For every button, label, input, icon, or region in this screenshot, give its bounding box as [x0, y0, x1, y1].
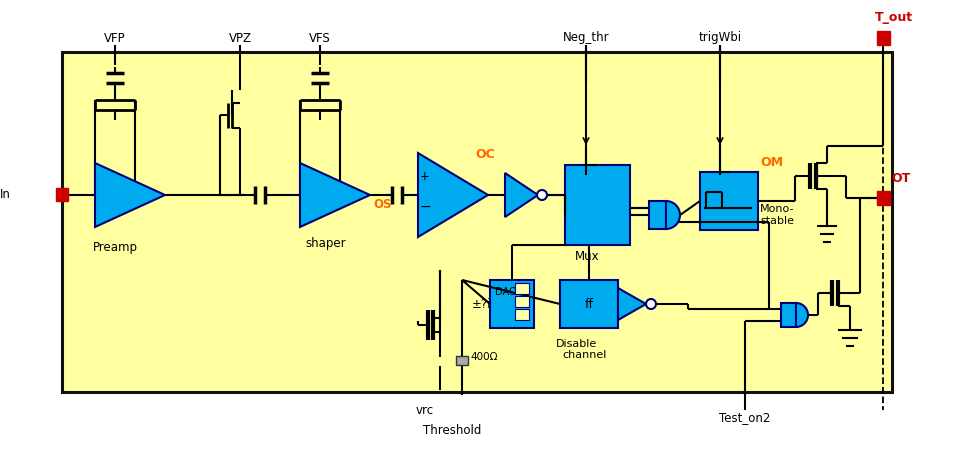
- Bar: [515, 309, 529, 320]
- Polygon shape: [95, 163, 165, 227]
- Text: channel: channel: [562, 350, 606, 360]
- Text: Test_on2: Test_on2: [719, 412, 771, 424]
- Bar: [560, 280, 618, 328]
- Bar: [490, 280, 534, 328]
- Bar: [62, 52, 892, 392]
- Text: VFP: VFP: [104, 32, 126, 44]
- Bar: [649, 201, 666, 229]
- Bar: [877, 31, 890, 45]
- Text: VPZ: VPZ: [228, 32, 251, 44]
- Wedge shape: [796, 303, 808, 327]
- Text: OS: OS: [373, 199, 392, 211]
- Text: 400Ω: 400Ω: [470, 352, 498, 362]
- Text: Mux: Mux: [575, 251, 600, 263]
- Text: OM: OM: [760, 157, 783, 169]
- Bar: [515, 296, 529, 307]
- Bar: [565, 165, 630, 245]
- Bar: [456, 356, 468, 365]
- Text: Threshold: Threshold: [423, 423, 481, 437]
- Polygon shape: [505, 173, 538, 217]
- Text: trigWbi: trigWbi: [698, 32, 742, 44]
- Text: Preamp: Preamp: [93, 241, 138, 253]
- Bar: [56, 188, 68, 201]
- Text: ff: ff: [584, 297, 593, 311]
- Bar: [700, 172, 758, 230]
- Text: vrc: vrc: [416, 404, 435, 416]
- Bar: [877, 191, 890, 205]
- Bar: [515, 283, 529, 294]
- Text: VFS: VFS: [309, 32, 330, 44]
- Text: +: +: [420, 170, 430, 184]
- Text: Mono-
stable: Mono- stable: [760, 204, 795, 226]
- Text: T_out: T_out: [875, 11, 913, 25]
- Polygon shape: [618, 288, 646, 320]
- Text: −: −: [420, 200, 432, 214]
- Bar: [781, 303, 796, 327]
- Text: In: In: [0, 188, 11, 202]
- Text: shaper: shaper: [305, 236, 346, 250]
- Text: DAC: DAC: [495, 287, 516, 297]
- Text: ±?i: ±?i: [472, 297, 492, 311]
- Circle shape: [646, 299, 656, 309]
- Polygon shape: [418, 153, 488, 237]
- Text: Disable: Disable: [556, 339, 597, 349]
- Wedge shape: [666, 201, 680, 229]
- Text: Neg_thr: Neg_thr: [562, 32, 609, 44]
- Circle shape: [537, 190, 547, 200]
- Text: OT: OT: [891, 171, 910, 185]
- Text: OC: OC: [475, 149, 495, 161]
- Polygon shape: [300, 163, 370, 227]
